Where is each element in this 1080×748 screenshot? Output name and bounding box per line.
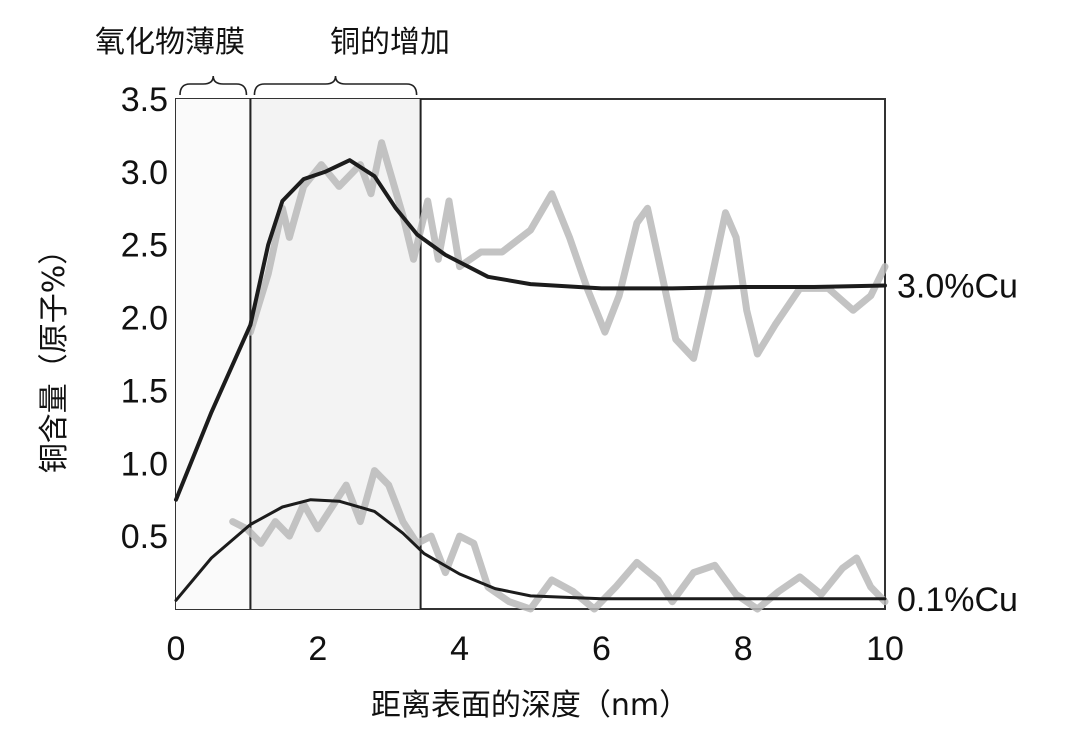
series-labels: 3.0%Cu 0.1%Cu xyxy=(897,268,1018,619)
region-label-1: 铜的增加 xyxy=(330,25,450,60)
series-line-1-measured xyxy=(246,139,889,362)
x-tick-label-4: 8 xyxy=(734,630,753,668)
y-tick-label-2: 1.5 xyxy=(121,372,168,410)
region-label-0: 氧化物薄膜 xyxy=(95,25,245,60)
y-tick-label-1: 1.0 xyxy=(121,445,168,483)
x-tick-label-5: 10 xyxy=(866,630,904,668)
x-tick-label-3: 6 xyxy=(592,630,611,668)
x-axis-ticks: 0 2 4 6 8 10 xyxy=(167,630,904,668)
x-tick-label-0: 0 xyxy=(167,630,186,668)
series-end-label-1: 0.1%Cu xyxy=(897,581,1018,619)
x-tick-label-1: 2 xyxy=(308,630,327,668)
series-end-label-0: 3.0%Cu xyxy=(897,268,1018,306)
series-line-0-fit xyxy=(174,158,887,502)
y-tick-label-5: 3.0 xyxy=(121,154,168,192)
series-layer xyxy=(174,139,889,613)
y-tick-label-3: 2.0 xyxy=(121,300,168,338)
region-brace-1 xyxy=(253,75,418,96)
y-tick-label-4: 2.5 xyxy=(121,227,168,265)
y-axis-ticks: 0.5 1.0 1.5 2.0 2.5 3.0 3.5 xyxy=(121,81,168,556)
y-tick-label-0: 0.5 xyxy=(121,518,168,556)
region-brace-0 xyxy=(179,75,248,96)
x-tick-label-2: 4 xyxy=(450,630,469,668)
region-shade-1 xyxy=(250,99,421,609)
series-line-2-fit xyxy=(174,498,887,602)
y-axis-title: 铜含量（原子%） xyxy=(37,235,72,474)
x-axis-title: 距离表面的深度（nm） xyxy=(371,688,689,723)
y-tick-label-6: 3.5 xyxy=(121,81,168,119)
